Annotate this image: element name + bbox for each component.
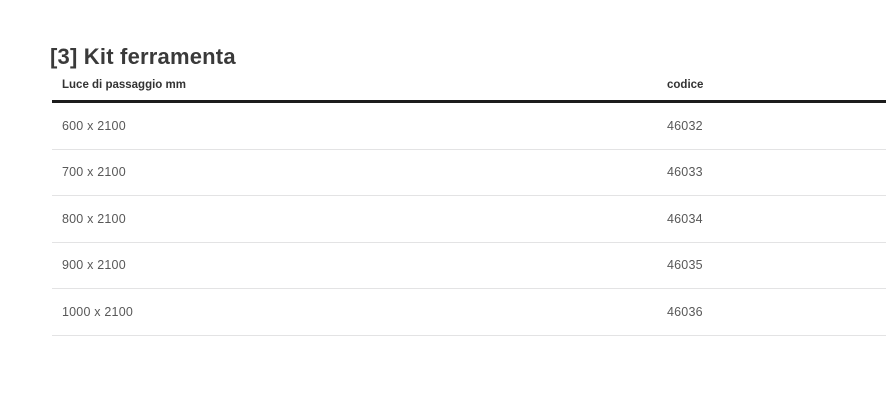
cell-luce: 600 x 2100 <box>62 118 126 133</box>
page-title: [3] Kit ferramenta <box>50 43 236 69</box>
table-row: 900 x 2100 46035 <box>52 243 886 289</box>
column-header-luce-di-passaggio: Luce di passaggio mm <box>62 79 186 91</box>
cell-codice: 46034 <box>667 211 703 226</box>
table-row: 800 x 2100 46034 <box>52 196 886 243</box>
cell-luce: 700 x 2100 <box>62 165 126 180</box>
cell-luce: 1000 x 2100 <box>62 304 134 319</box>
table-header-row: Luce di passaggio mm codice <box>52 70 886 103</box>
cell-codice: 46033 <box>667 165 703 180</box>
table-row: 700 x 2100 46033 <box>52 150 886 196</box>
table-row: 1000 x 2100 46036 <box>52 289 886 336</box>
cell-luce: 900 x 2100 <box>62 258 126 273</box>
cell-codice: 46036 <box>667 304 703 319</box>
table-row: 600 x 2100 46032 <box>52 103 886 150</box>
cell-codice: 46032 <box>667 118 703 133</box>
cell-codice: 46035 <box>667 258 703 273</box>
kit-ferramenta-table: Luce di passaggio mm codice 600 x 2100 4… <box>52 70 886 336</box>
column-header-codice: codice <box>667 79 704 91</box>
cell-luce: 800 x 2100 <box>62 211 126 226</box>
